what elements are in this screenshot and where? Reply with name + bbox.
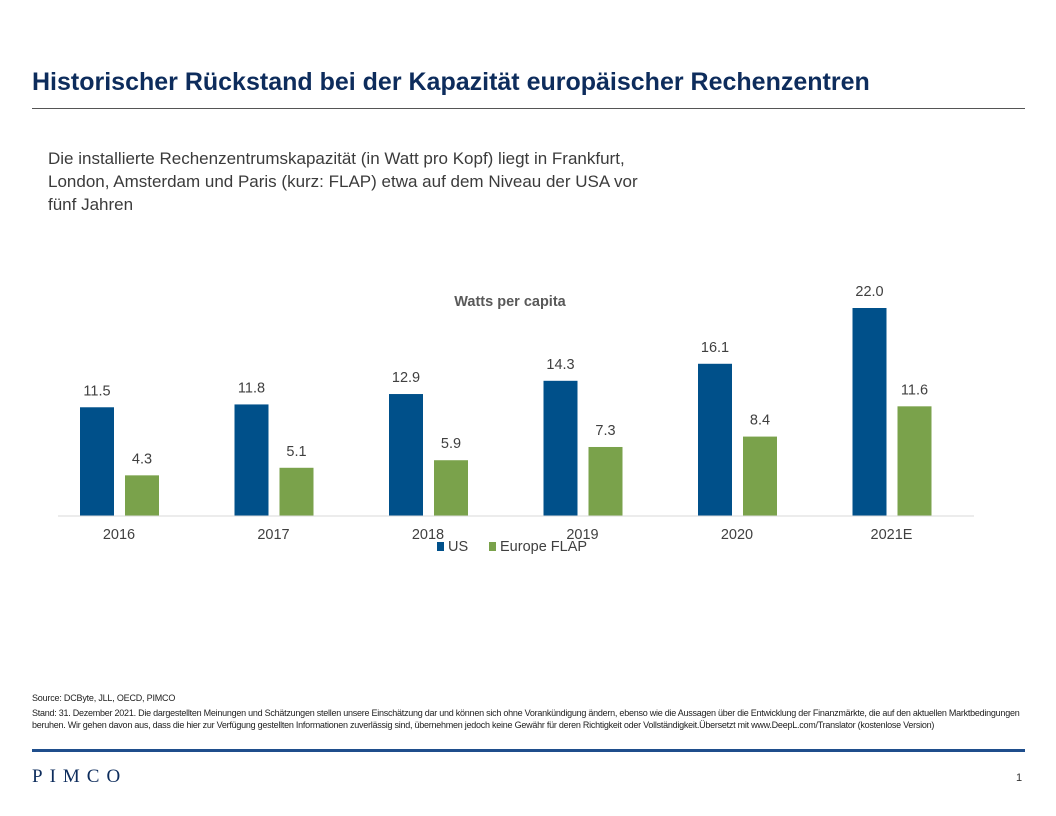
value-label-us-2021e: 22.0 bbox=[855, 284, 883, 300]
bar-us-2016 bbox=[80, 407, 114, 516]
value-label-europe-flap-2020: 8.4 bbox=[750, 413, 770, 429]
page-subtitle: Die installierte Rechenzentrumskapazität… bbox=[48, 149, 638, 214]
bar-us-2019 bbox=[543, 380, 578, 516]
bar-europe-flap-2019 bbox=[588, 446, 623, 516]
bar-us-2020 bbox=[698, 363, 732, 516]
bar-us-2018 bbox=[389, 394, 423, 516]
bar-europe-flap-2018 bbox=[434, 460, 468, 516]
value-label-us-2017: 11.8 bbox=[238, 380, 265, 396]
page-title: Historischer Rückstand bei der Kapazität… bbox=[32, 68, 870, 96]
source-note: Source: DCByte, JLL, OECD, PIMCO bbox=[32, 693, 176, 703]
disclaimer-text: Stand: 31. Dezember 2021. Die dargestell… bbox=[32, 708, 1020, 730]
bar-europe-flap-2017 bbox=[279, 467, 314, 516]
value-label-europe-flap-2016: 4.3 bbox=[132, 451, 152, 467]
category-label-2018: 2018 bbox=[412, 527, 444, 543]
title-divider bbox=[32, 108, 1025, 109]
legend-swatch-us bbox=[437, 542, 444, 551]
legend-label-us: US bbox=[448, 539, 468, 555]
value-label-us-2016: 11.5 bbox=[83, 383, 110, 399]
value-label-us-2020: 16.1 bbox=[701, 340, 729, 356]
pimco-logo: PIMCO bbox=[32, 766, 128, 787]
chart-title: Watts per capita bbox=[454, 294, 566, 310]
bar-us-2017 bbox=[234, 404, 269, 516]
legend-label-europe-flap: Europe FLAP bbox=[500, 539, 587, 555]
category-label-2016: 2016 bbox=[103, 527, 135, 543]
category-label-2017: 2017 bbox=[257, 527, 289, 543]
legend-swatch-europe-flap bbox=[489, 542, 496, 551]
footer-divider bbox=[32, 749, 1025, 752]
bar-chart: Watts per capita 11.5 4.3 11.8 5.1 12.9 5.9 14… bbox=[58, 284, 974, 555]
value-label-europe-flap-2019: 7.3 bbox=[595, 423, 615, 439]
bar-us-2021e bbox=[852, 308, 887, 516]
bar-europe-flap-2021e bbox=[897, 406, 932, 516]
category-label-2021e: 2021E bbox=[871, 527, 913, 543]
value-label-us-2019: 14.3 bbox=[546, 357, 574, 373]
bar-europe-flap-2016 bbox=[125, 475, 159, 516]
value-label-europe-flap-2021e: 11.6 bbox=[901, 382, 928, 398]
value-label-us-2018: 12.9 bbox=[392, 370, 420, 386]
value-label-europe-flap-2018: 5.9 bbox=[441, 436, 461, 452]
category-label-2019: 2019 bbox=[566, 527, 598, 543]
bar-europe-flap-2020 bbox=[743, 436, 777, 516]
value-label-europe-flap-2017: 5.1 bbox=[286, 444, 306, 460]
category-label-2020: 2020 bbox=[721, 527, 753, 543]
page-number: 1 bbox=[1016, 772, 1023, 784]
